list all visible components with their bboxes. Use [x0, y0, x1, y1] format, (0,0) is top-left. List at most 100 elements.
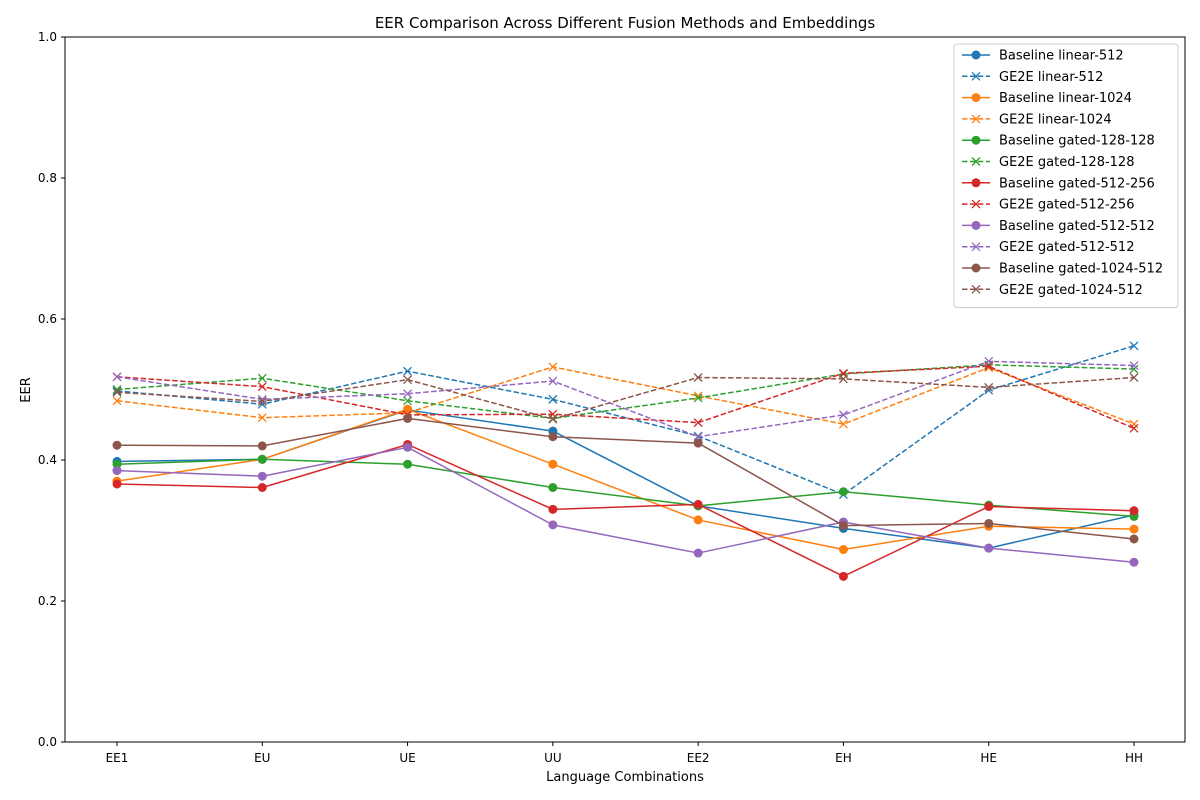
x-tick-label-2: UE — [399, 751, 415, 765]
legend-marker-0 — [971, 50, 981, 60]
data-point-4-1 — [257, 454, 267, 464]
legend-item-8: Baseline gated-512-512 — [962, 219, 1155, 234]
data-point-4-0 — [112, 459, 122, 469]
legend-label-0: Baseline linear-512 — [999, 49, 1124, 64]
data-point-9-4 — [693, 432, 703, 442]
data-point-4-2 — [403, 459, 413, 469]
data-point-10-1 — [257, 441, 267, 451]
data-point-5-2 — [403, 396, 413, 406]
legend-marker-2 — [971, 93, 981, 103]
data-point-6-0 — [112, 479, 122, 489]
data-point-2-5 — [838, 545, 848, 555]
data-point-1-3 — [548, 394, 558, 404]
legend-label-1: GE2E linear-512 — [999, 70, 1103, 85]
legend-marker-7 — [971, 199, 981, 209]
y-axis-label: EER — [19, 377, 34, 402]
data-point-6-4 — [693, 499, 703, 509]
data-point-6-3 — [548, 504, 558, 514]
data-point-11-6 — [984, 382, 994, 392]
series-line-3 — [116, 366, 1135, 425]
data-point-2-4 — [693, 515, 703, 525]
legend-item-9: GE2E gated-512-512 — [962, 240, 1134, 255]
series-10 — [112, 413, 1139, 544]
legend-label-9: GE2E gated-512-512 — [999, 240, 1134, 255]
x-tick-label-7: HH — [1125, 751, 1143, 765]
data-point-6-1 — [257, 482, 267, 492]
data-point-7-7 — [1129, 423, 1139, 433]
data-point-8-2 — [403, 442, 413, 452]
series-line-8 — [116, 446, 1135, 563]
legend-item-1: GE2E linear-512 — [962, 70, 1103, 85]
legend-marker-10 — [971, 263, 981, 273]
data-point-3-3 — [548, 362, 558, 372]
series-3 — [112, 362, 1139, 429]
data-point-3-1 — [257, 413, 267, 423]
data-point-8-6 — [984, 543, 994, 553]
data-point-2-3 — [548, 459, 558, 469]
x-tick-label-1: EU — [254, 751, 270, 765]
legend-item-5: GE2E gated-128-128 — [962, 155, 1134, 170]
data-point-11-0 — [112, 387, 122, 397]
x-tick-label-6: HE — [980, 751, 997, 765]
y-tick-label-3: 0.6 — [38, 312, 57, 326]
series-line-7 — [116, 365, 1135, 429]
legend-item-4: Baseline gated-128-128 — [962, 134, 1155, 149]
data-point-3-0 — [112, 396, 122, 406]
data-point-6-5 — [838, 571, 848, 581]
series-line-10 — [116, 417, 1135, 540]
data-point-5-4 — [693, 393, 703, 403]
y-tick-label-5: 1.0 — [38, 30, 57, 44]
data-point-9-0 — [112, 372, 122, 382]
legend-label-3: GE2E linear-1024 — [999, 112, 1112, 127]
legend-label-10: Baseline gated-1024-512 — [999, 262, 1163, 277]
data-point-2-7 — [1129, 524, 1139, 534]
plot-area: EE1 EU UE UU EE2 EH HE HH 0.0 0.2 0.4 0.6 0.8 1.0 — [38, 30, 1186, 765]
legend-label-8: Baseline gated-512-512 — [999, 219, 1155, 234]
data-point-4-3 — [548, 482, 558, 492]
data-point-10-0 — [112, 440, 122, 450]
legend-label-2: Baseline linear-1024 — [999, 91, 1132, 106]
x-axis-label: Language Combinations — [546, 770, 704, 785]
data-point-9-5 — [838, 410, 848, 420]
data-point-5-1 — [257, 373, 267, 383]
legend-label-7: GE2E gated-512-256 — [999, 198, 1134, 213]
legend-marker-6 — [971, 178, 981, 188]
data-point-1-2 — [403, 366, 413, 376]
data-point-11-3 — [548, 414, 558, 424]
data-point-8-4 — [693, 548, 703, 558]
data-point-5-7 — [1129, 364, 1139, 374]
data-point-8-7 — [1129, 557, 1139, 567]
data-point-9-2 — [403, 389, 413, 399]
legend-label-5: GE2E gated-128-128 — [999, 155, 1134, 170]
legend-marker-9 — [971, 242, 981, 252]
legend-item-7: GE2E gated-512-256 — [962, 198, 1134, 213]
legend-item-10: Baseline gated-1024-512 — [962, 262, 1163, 277]
data-point-6-7 — [1129, 506, 1139, 516]
data-point-11-5 — [838, 374, 848, 384]
legend-marker-1 — [971, 71, 981, 81]
legend-box — [953, 43, 1179, 309]
legend-label-4: Baseline gated-128-128 — [999, 134, 1155, 149]
data-point-1-0 — [112, 386, 122, 396]
axes-frame — [64, 36, 1186, 743]
legend-label-11: GE2E gated-1024-512 — [999, 283, 1143, 298]
y-tick-label-1: 0.2 — [38, 594, 57, 608]
series-line-4 — [116, 458, 1135, 518]
legend-marker-4 — [971, 135, 981, 145]
x-tick-label-3: UU — [544, 751, 562, 765]
y-tick-label-0: 0.0 — [38, 735, 57, 749]
data-point-10-4 — [693, 438, 703, 448]
legend-marker-3 — [971, 114, 981, 124]
data-point-8-3 — [548, 520, 558, 530]
data-point-9-3 — [548, 376, 558, 386]
data-point-10-7 — [1129, 534, 1139, 544]
chart-title: EER Comparison Across Different Fusion M… — [375, 14, 876, 32]
data-point-11-2 — [403, 375, 413, 385]
data-point-3-4 — [693, 391, 703, 401]
data-point-8-0 — [112, 466, 122, 476]
x-tick-label-5: EH — [835, 751, 852, 765]
series-line-6 — [116, 443, 1135, 578]
y-tick-label-2: 0.4 — [38, 453, 57, 467]
legend-item-0: Baseline linear-512 — [962, 49, 1124, 64]
x-tick-label-0: EE1 — [106, 751, 129, 765]
